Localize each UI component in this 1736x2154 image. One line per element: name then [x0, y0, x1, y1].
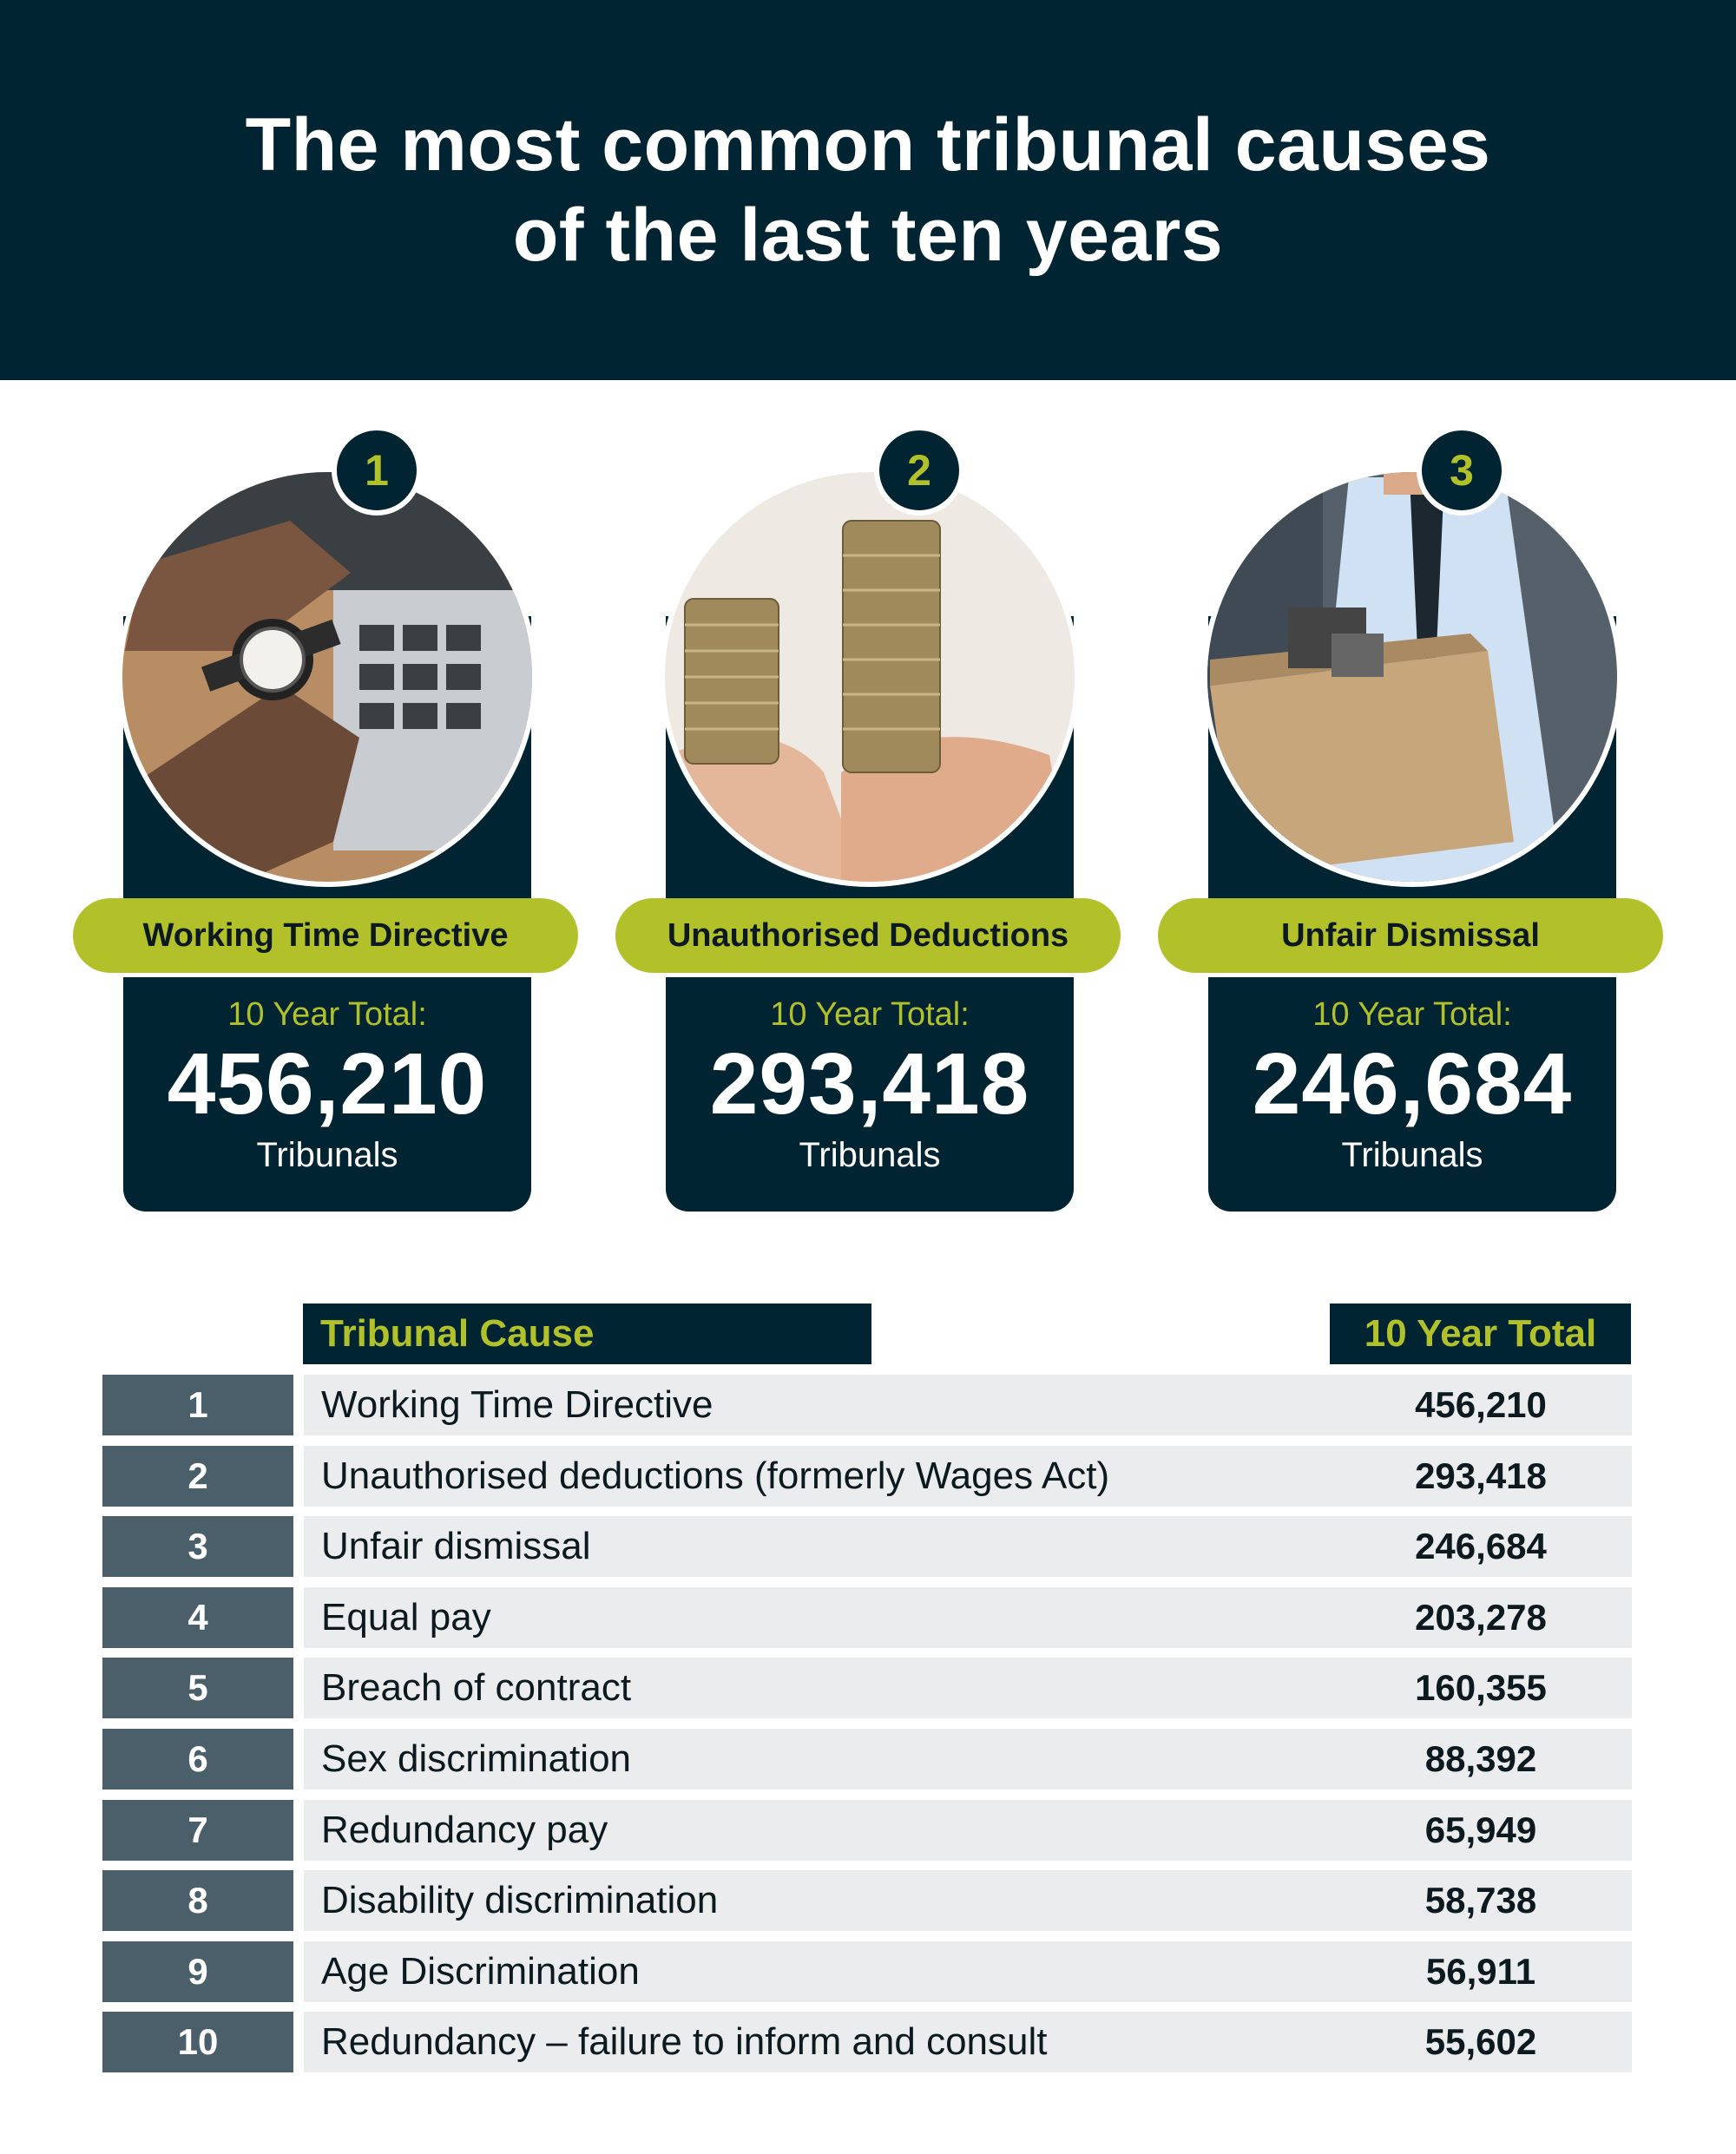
row-cause: Equal pay — [304, 1586, 1424, 1648]
table-header-cause: Tribunal Cause — [303, 1304, 871, 1364]
table-row: 2 Unauthorised deductions (formerly Wages… — [102, 1445, 1632, 1507]
row-cause: Working Time Directive — [304, 1375, 1424, 1435]
row-cause: Redundancy – failure to inform and consu… — [304, 2012, 1424, 2073]
row-cause: Disability discrimination — [304, 1870, 1424, 1932]
page-title-line-1: The most common tribunal causes — [245, 103, 1491, 187]
stat-label-2: 10 Year Total: — [770, 996, 970, 1033]
row-rank: 8 — [102, 1870, 293, 1932]
header-banner: The most common tribunal causes of the l… — [0, 0, 1736, 380]
top-cause-card-1: 1 Working Time Directive 10 Year Total: … — [73, 425, 681, 1215]
row-rank: 3 — [102, 1516, 293, 1578]
row-cause: Redundancy pay — [304, 1799, 1424, 1861]
stat-box-3: 10 Year Total: 246,684 Tribunals — [1208, 977, 1616, 1212]
stat-unit-3: Tribunals — [1341, 1136, 1483, 1174]
stat-label-3: 10 Year Total: — [1312, 996, 1512, 1033]
stat-value-2: 293,418 — [709, 1035, 1030, 1133]
stat-box-2: 10 Year Total: 293,418 Tribunals — [666, 977, 1074, 1212]
row-total: 456,210 — [1330, 1375, 1632, 1435]
cause-pill-2: Unauthorised Deductions — [615, 898, 1121, 973]
stat-value-3: 246,684 — [1252, 1035, 1573, 1133]
row-rank: 9 — [102, 1941, 293, 2002]
man-carrying-box-icon — [1202, 467, 1622, 903]
stat-unit-1: Tribunals — [256, 1136, 398, 1174]
row-total: 65,949 — [1330, 1799, 1632, 1861]
row-total: 246,684 — [1330, 1516, 1632, 1578]
rank-badge-2: 2 — [874, 425, 964, 516]
cause-pill-1: Working Time Directive — [73, 898, 578, 973]
row-rank: 7 — [102, 1799, 293, 1861]
stat-unit-2: Tribunals — [799, 1136, 941, 1174]
table-row: 5 Breach of contract 160,355 — [102, 1658, 1632, 1719]
row-total: 293,418 — [1330, 1445, 1632, 1507]
table-row: 3 Unfair dismissal 246,684 — [102, 1516, 1632, 1578]
row-rank: 5 — [102, 1658, 293, 1719]
row-cause: Unfair dismissal — [304, 1516, 1424, 1578]
row-rank: 10 — [102, 2012, 293, 2073]
row-rank: 1 — [102, 1375, 293, 1435]
stat-box-1: 10 Year Total: 456,210 Tribunals — [123, 977, 531, 1212]
top-cause-card-2: 2 Unauthorised Deductions 10 Year Total:… — [615, 425, 1223, 1215]
rank-badge-1: 1 — [332, 425, 422, 516]
table-row: 6 Sex discrimination 88,392 — [102, 1729, 1632, 1790]
row-total: 203,278 — [1330, 1586, 1632, 1648]
table-row: 10 Redundancy – failure to inform and con… — [102, 2012, 1632, 2073]
cause-pill-3: Unfair Dismissal — [1158, 898, 1663, 973]
stat-label-1: 10 Year Total: — [227, 996, 427, 1033]
row-cause: Breach of contract — [304, 1658, 1424, 1719]
row-rank: 6 — [102, 1729, 293, 1790]
table-row: 1 Working Time Directive 456,210 — [102, 1375, 1632, 1435]
table-row: 9 Age Discrimination 56,911 — [102, 1941, 1632, 2002]
row-rank: 4 — [102, 1586, 293, 1648]
table-row: 4 Equal pay 203,278 — [102, 1586, 1632, 1648]
top-cause-card-3: 3 Unfair Dismissal 10 Year Total: 246,68… — [1158, 425, 1736, 1215]
row-total: 58,738 — [1330, 1870, 1632, 1932]
page-title-line-2: of the last ten years — [512, 194, 1224, 277]
row-total: 160,355 — [1330, 1658, 1632, 1719]
row-rank: 2 — [102, 1445, 293, 1507]
table-header-total: 10 Year Total — [1330, 1304, 1631, 1364]
coin-stacks-icon — [660, 467, 1080, 903]
table-row: 8 Disability discrimination 58,738 — [102, 1870, 1632, 1932]
row-cause: Unauthorised deductions (formerly Wages … — [304, 1445, 1424, 1507]
row-total: 56,911 — [1330, 1941, 1632, 2002]
row-cause: Sex discrimination — [304, 1729, 1424, 1790]
table-row: 7 Redundancy pay 65,949 — [102, 1799, 1632, 1861]
row-total: 55,602 — [1330, 2012, 1632, 2073]
row-cause: Age Discrimination — [304, 1941, 1424, 2002]
row-total: 88,392 — [1330, 1729, 1632, 1790]
hands-checking-watch-icon — [117, 467, 537, 903]
stat-value-1: 456,210 — [167, 1035, 488, 1133]
rank-badge-3: 3 — [1417, 425, 1507, 516]
